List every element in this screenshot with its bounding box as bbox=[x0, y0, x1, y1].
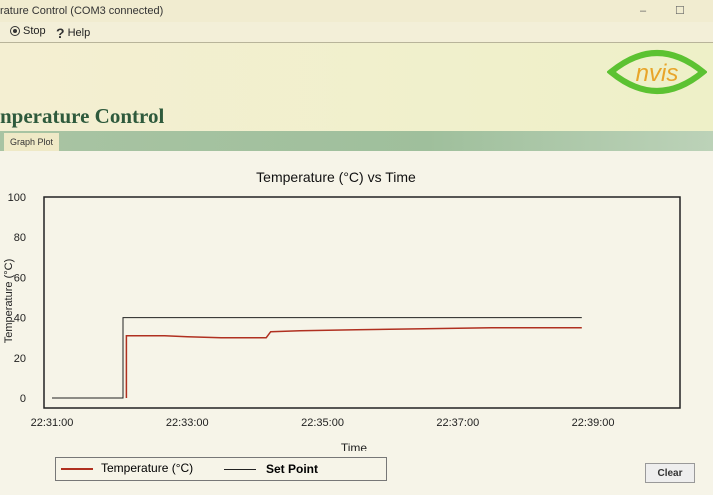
legend: Temperature (°C) Set Point bbox=[55, 457, 387, 481]
title-bar: rature Control (COM3 connected) – ☐ bbox=[0, 0, 713, 22]
x-tick-label: 22:31:00 bbox=[31, 417, 74, 429]
clear-button[interactable]: Clear bbox=[645, 463, 695, 483]
window-title: rature Control (COM3 connected) bbox=[0, 5, 164, 17]
temperature-chart: Temperature (°C) vs Time Time Temperatur… bbox=[3, 169, 681, 451]
tab-strip: Graph Plot bbox=[0, 131, 713, 151]
nvis-logo: nvis bbox=[607, 50, 707, 94]
y-tick-label: 40 bbox=[14, 313, 26, 325]
x-tick-label: 22:37:00 bbox=[436, 417, 479, 429]
maximize-button[interactable]: ☐ bbox=[675, 5, 685, 17]
svg-text:nvis: nvis bbox=[636, 60, 679, 87]
y-tick-label: 0 bbox=[20, 393, 26, 405]
y-tick-label: 80 bbox=[14, 232, 26, 244]
x-tick-label: 22:35:00 bbox=[301, 417, 344, 429]
y-axis-label: Temperature (°C) bbox=[3, 259, 15, 343]
legend-temperature-label: Temperature (°C) bbox=[101, 461, 194, 475]
y-tick-label: 60 bbox=[14, 272, 26, 284]
question-icon: ? bbox=[56, 25, 65, 41]
minimize-button[interactable]: – bbox=[640, 5, 647, 17]
app-header bbox=[0, 43, 713, 131]
x-axis-label: Time bbox=[341, 441, 368, 451]
setpoint-series-line bbox=[52, 317, 582, 399]
menu-stop[interactable]: Stop bbox=[10, 25, 46, 37]
menu-stop-label: Stop bbox=[23, 25, 46, 37]
menu-bar: Stop ? Help bbox=[0, 22, 713, 43]
temperature-series-line bbox=[125, 326, 582, 398]
plot-frame bbox=[43, 196, 681, 409]
legend-temperature-swatch bbox=[61, 468, 93, 470]
menu-help-label: Help bbox=[67, 27, 91, 39]
stop-circle-icon bbox=[10, 26, 20, 36]
chart-title: Temperature (°C) vs Time bbox=[256, 169, 416, 185]
x-tick-label: 22:33:00 bbox=[166, 417, 209, 429]
tab-graph-plot[interactable]: Graph Plot bbox=[4, 133, 60, 151]
menu-help[interactable]: ? Help bbox=[56, 25, 90, 41]
x-tick-label: 22:39:00 bbox=[572, 417, 615, 429]
chart-panel bbox=[0, 151, 713, 495]
app-title: nperature Control bbox=[0, 104, 165, 128]
legend-setpoint-label: Set Point bbox=[266, 462, 319, 476]
y-tick-label: 100 bbox=[8, 192, 26, 204]
y-tick-label: 20 bbox=[14, 353, 26, 365]
legend-setpoint-swatch bbox=[224, 469, 256, 470]
